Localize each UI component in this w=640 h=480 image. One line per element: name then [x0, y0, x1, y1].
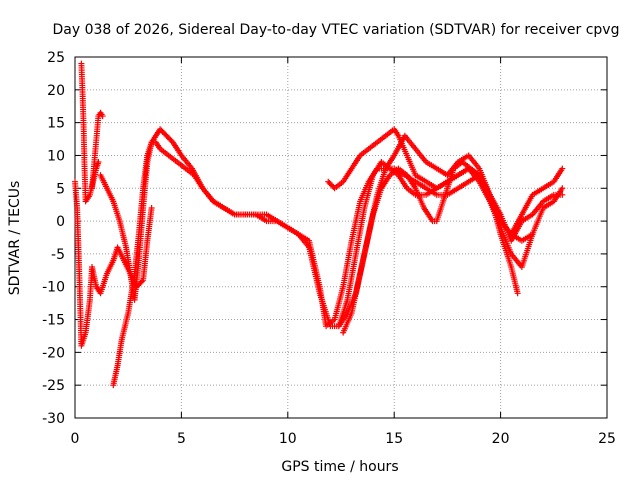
series-s5 — [340, 132, 521, 336]
series-s8 — [89, 109, 106, 192]
y-tick-label: -30 — [42, 411, 65, 427]
chart-title: Day 038 of 2026, Sidereal Day-to-day VTE… — [53, 22, 620, 38]
data-point — [138, 278, 145, 285]
y-tick-label: 25 — [47, 50, 65, 66]
x-tick-label: 0 — [71, 431, 80, 447]
y-tick-label: 20 — [47, 83, 65, 99]
data-point — [529, 231, 536, 238]
series-s1 — [72, 178, 155, 349]
y-tick-label: 15 — [47, 116, 65, 132]
y-tick-label: -15 — [42, 313, 65, 329]
data-point — [559, 191, 566, 198]
data-point — [514, 290, 521, 297]
y-tick-label: 5 — [56, 181, 65, 197]
y-tick-label: -5 — [51, 247, 65, 263]
y-tick-label: 0 — [56, 214, 65, 230]
x-tick-label: 10 — [279, 431, 297, 447]
series-s4 — [110, 139, 566, 389]
series-s7 — [325, 126, 536, 244]
y-tick-label: -25 — [42, 378, 65, 394]
x-tick-label: 25 — [598, 431, 616, 447]
plot-border — [74, 56, 608, 419]
grid — [75, 57, 607, 418]
y-axis-label: SDTVAR / TECUs — [7, 181, 23, 296]
y-tick-label: -20 — [42, 345, 65, 361]
x-axis-label: GPS time / hours — [281, 459, 398, 475]
data-point — [148, 204, 155, 211]
data-point — [99, 113, 106, 120]
x-axis-ticks: 0 5 10 15 20 25 — [71, 57, 616, 447]
y-tick-label: 10 — [47, 148, 65, 164]
x-tick-label: 15 — [385, 431, 403, 447]
series-s2 — [78, 60, 102, 205]
x-tick-label: 20 — [492, 431, 510, 447]
y-tick-label: -10 — [42, 280, 65, 296]
data-points — [72, 60, 566, 389]
data-point — [559, 165, 566, 172]
plot-frame — [74, 56, 608, 419]
data-point — [559, 185, 566, 192]
x-tick-label: 5 — [177, 431, 186, 447]
